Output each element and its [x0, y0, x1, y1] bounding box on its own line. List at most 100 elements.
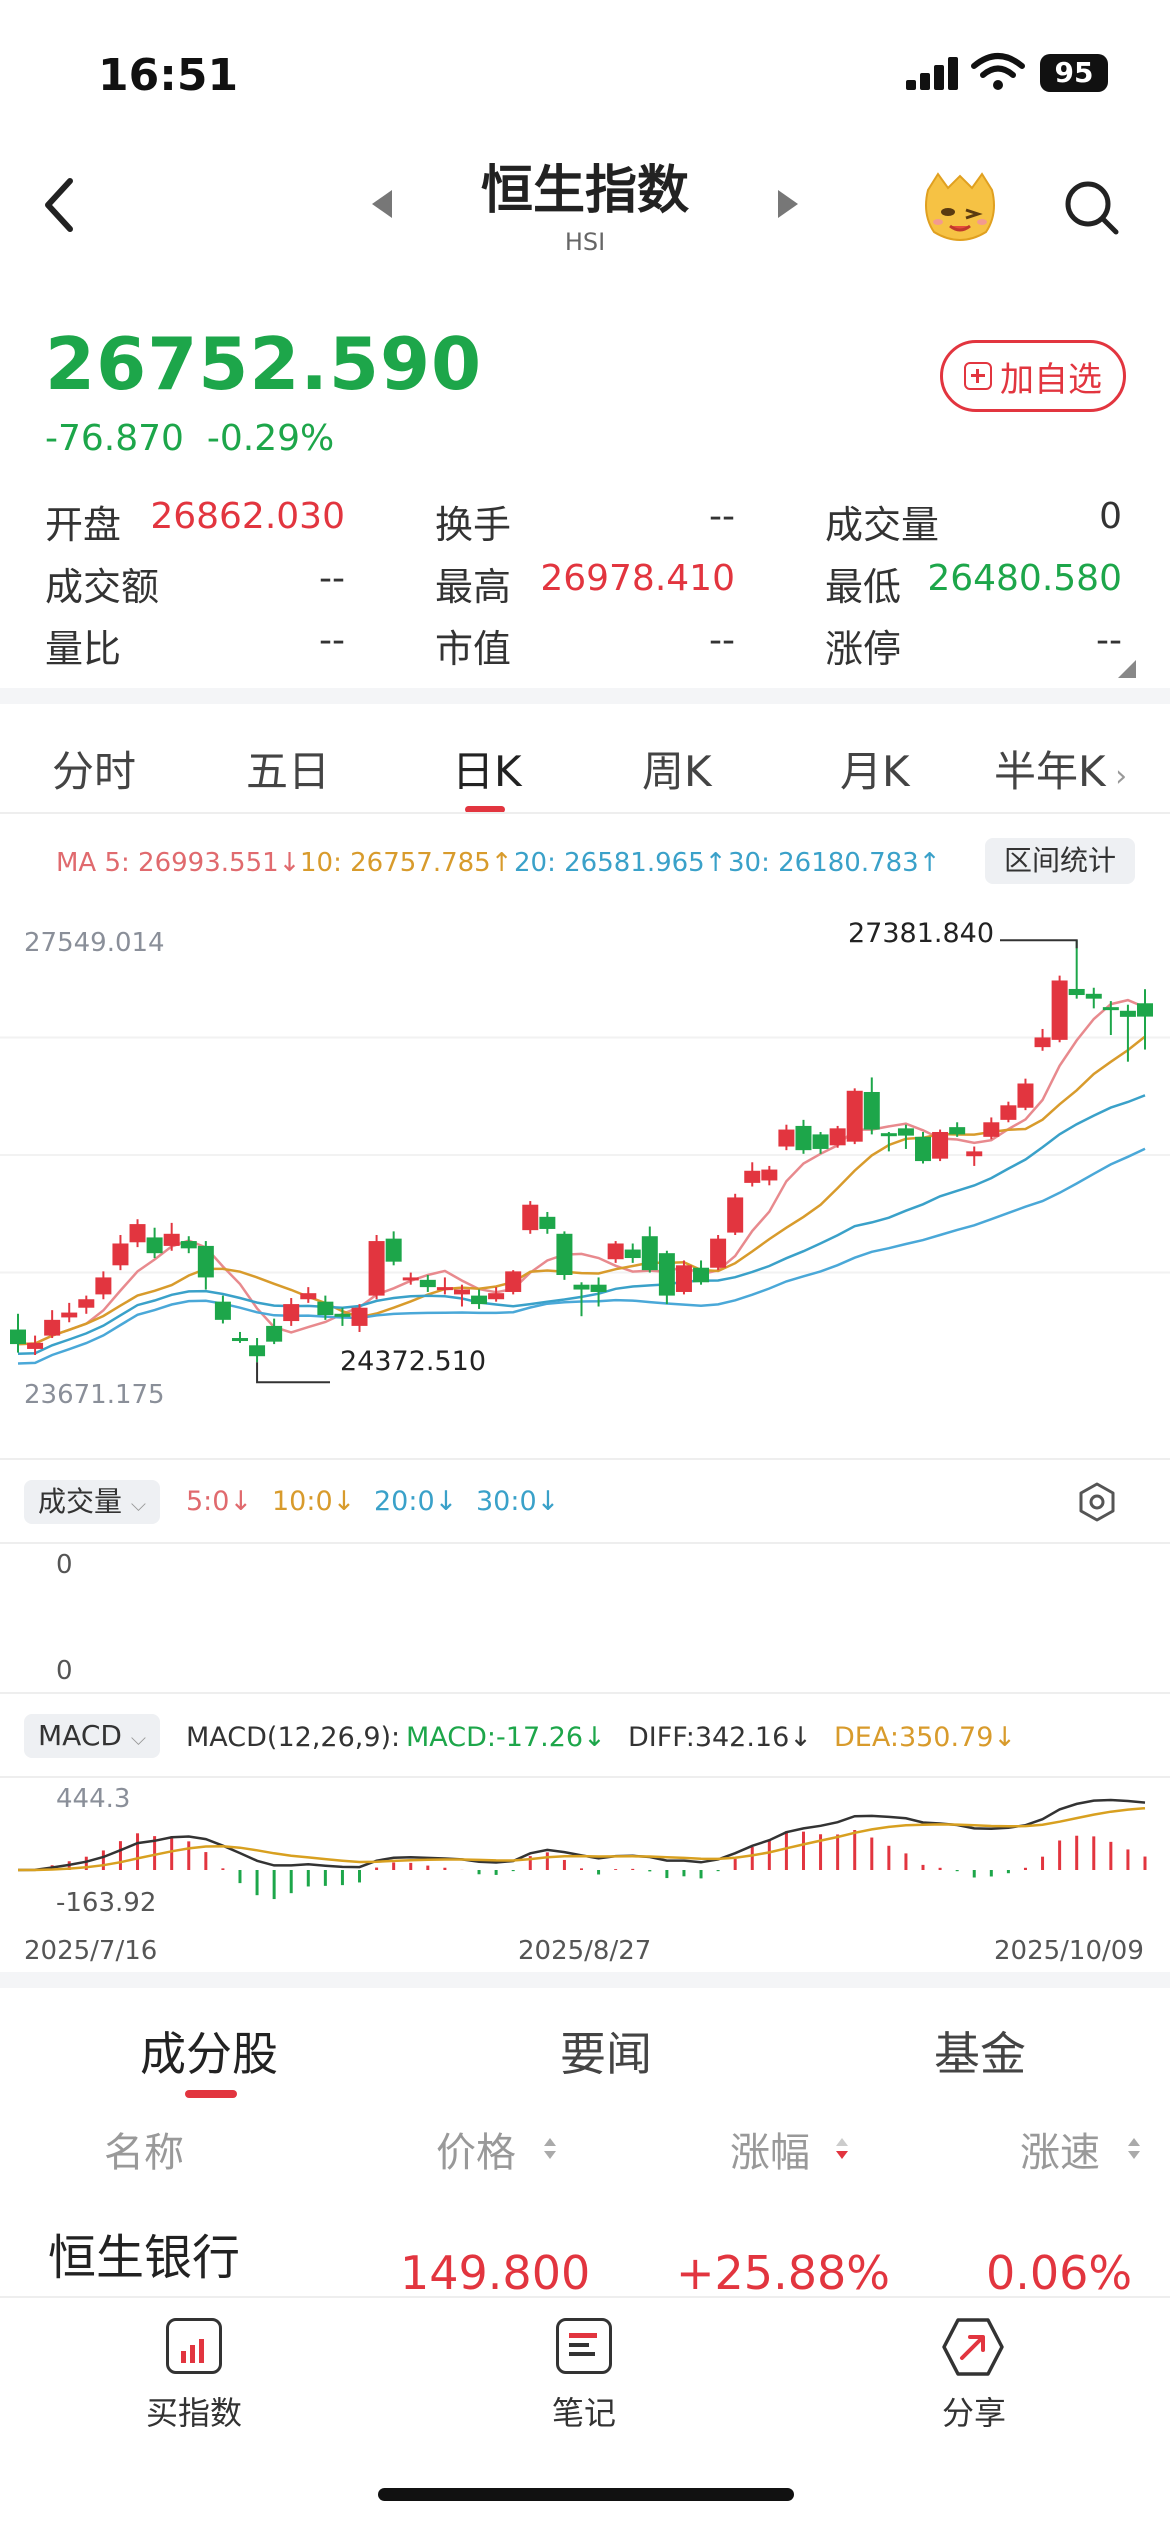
column-speed[interactable]: 涨速 — [1020, 2130, 1100, 2176]
candle-body — [573, 1284, 590, 1290]
macd-value: MACD:-17.26↓ — [406, 1722, 606, 1753]
expand-corner-icon[interactable] — [1118, 660, 1136, 678]
page-title: 恒生指数 — [480, 161, 689, 221]
tab-minute[interactable]: 分时 — [52, 747, 137, 796]
candle-body — [385, 1238, 402, 1262]
macd-params: MACD(12,26,9): — [186, 1722, 401, 1753]
stock-speed: 0.06% — [986, 2246, 1133, 2300]
tab-day[interactable]: 日K — [452, 747, 522, 796]
macd-chart[interactable] — [0, 1778, 1170, 1928]
notes-icon[interactable] — [556, 2318, 612, 2374]
share-icon[interactable] — [940, 2314, 1006, 2380]
volume-top-value: 0 — [56, 1550, 73, 1580]
candle-body — [78, 1299, 95, 1308]
add-watchlist-button[interactable]: 加自选 — [940, 340, 1126, 412]
next-index-arrow[interactable] — [778, 190, 798, 218]
search-icon[interactable] — [1062, 178, 1122, 238]
add-icon — [964, 362, 992, 390]
volume-divider — [0, 1542, 1170, 1544]
range-stats-button[interactable]: 区间统计 — [985, 838, 1135, 884]
candle-body — [863, 1091, 880, 1130]
tab-month[interactable]: 月K — [840, 747, 910, 796]
vol-ma10: 10:0↓ — [272, 1486, 356, 1517]
sort-icon[interactable] — [544, 2138, 556, 2160]
date-start: 2025/7/16 — [24, 1936, 158, 1966]
macd-top-value: 444.3 — [56, 1784, 131, 1814]
stat-label: 最低 — [825, 565, 902, 609]
indicator-select-label: 成交量 — [38, 1485, 123, 1518]
back-button[interactable] — [40, 175, 80, 235]
notes-label[interactable]: 笔记 — [551, 2394, 616, 2432]
prev-index-arrow[interactable] — [372, 190, 392, 218]
stat-value: 0 — [1099, 496, 1122, 537]
stat-value: -- — [1096, 620, 1122, 661]
price-change: -76.870 -0.29% — [45, 418, 334, 459]
stock-name: 恒生银行 — [48, 2230, 241, 2286]
add-watchlist-label: 加自选 — [1000, 359, 1102, 400]
stat-value: 26480.580 — [927, 558, 1122, 599]
candle-body — [402, 1277, 419, 1281]
candle-body — [112, 1243, 129, 1266]
macd-select[interactable]: MACD ⌵ — [24, 1714, 161, 1758]
low-leader-line — [256, 1362, 330, 1384]
candle-body — [1068, 988, 1085, 996]
candle-body — [829, 1128, 846, 1146]
tab-5day[interactable]: 五日 — [246, 747, 331, 796]
candle-body — [556, 1233, 573, 1276]
stat-value: -- — [709, 620, 735, 661]
candle-body — [471, 1295, 488, 1305]
candle-body — [129, 1224, 146, 1243]
share-label[interactable]: 分享 — [941, 2394, 1006, 2432]
y-axis-bottom-label: 23671.175 — [24, 1380, 165, 1410]
buy-index-label[interactable]: 买指数 — [145, 2394, 242, 2432]
ma20-label: 20: 26581.965↑ — [514, 848, 727, 878]
stat-label: 换手 — [435, 503, 512, 547]
buy-index-icon[interactable] — [166, 2318, 222, 2374]
tab-week[interactable]: 周K — [642, 747, 712, 796]
column-name: 名称 — [104, 2130, 184, 2176]
column-price[interactable]: 价格 — [436, 2130, 516, 2176]
candle-body — [300, 1293, 317, 1300]
vol-ma30: 30:0↓ — [476, 1486, 560, 1517]
indicator-select[interactable]: 成交量 ⌵ — [24, 1480, 161, 1524]
candlestick-chart[interactable] — [0, 900, 1170, 1420]
candle-body — [761, 1169, 778, 1181]
sort-icon[interactable] — [1128, 2138, 1140, 2160]
high-price-label: 27381.840 — [848, 918, 995, 949]
volume-bottom-value: 0 — [56, 1656, 73, 1686]
subtab-news[interactable]: 要闻 — [560, 2027, 652, 2081]
stock-change: +25.88% — [676, 2246, 890, 2300]
macd-select-label: MACD — [38, 1719, 122, 1752]
subtab-funds[interactable]: 基金 — [934, 2027, 1026, 2081]
candle-body — [453, 1289, 470, 1295]
ma10-label: 10: 26757.785↑ — [300, 848, 513, 878]
candle-body — [693, 1267, 710, 1283]
candle-body — [897, 1128, 914, 1136]
volume-bottom-divider — [0, 1692, 1170, 1694]
section-divider — [0, 1972, 1170, 1988]
candle-body — [641, 1236, 658, 1271]
settings-icon[interactable] — [1078, 1482, 1116, 1522]
sort-icon[interactable] — [836, 2138, 848, 2160]
candle-body — [1034, 1037, 1051, 1048]
battery-indicator: 95 — [1040, 54, 1108, 92]
candle-body — [710, 1238, 727, 1268]
candle-body — [846, 1090, 863, 1142]
stat-value: -- — [319, 620, 345, 661]
candle-body — [607, 1243, 624, 1260]
mascot-icon[interactable] — [920, 170, 1000, 246]
candle-body — [283, 1304, 300, 1322]
candle-body — [915, 1136, 932, 1162]
stat-label: 最高 — [435, 565, 512, 609]
table-row[interactable]: 恒生银行 — [0, 2200, 1170, 2296]
low-price-label: 24372.510 — [340, 1346, 487, 1377]
tab-halfyear[interactable]: 半年K › — [994, 747, 1128, 796]
date-mid: 2025/8/27 — [518, 1936, 652, 1966]
subtab-constituents[interactable]: 成分股 — [140, 2027, 278, 2081]
tabs-divider — [0, 812, 1170, 814]
column-change[interactable]: 涨幅 — [730, 2130, 810, 2176]
candle-body — [812, 1134, 829, 1149]
candle-body — [1017, 1083, 1034, 1108]
vol-ma20: 20:0↓ — [374, 1486, 458, 1517]
status-time: 16:51 — [98, 50, 239, 101]
